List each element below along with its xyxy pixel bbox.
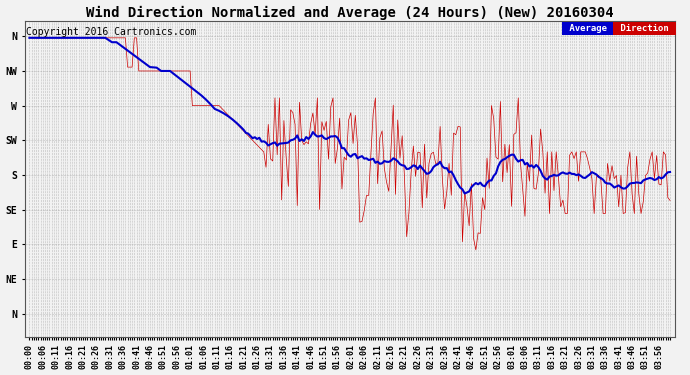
Text: Average: Average <box>564 24 613 33</box>
Text: Copyright 2016 Cartronics.com: Copyright 2016 Cartronics.com <box>26 27 196 37</box>
Text: Direction: Direction <box>615 24 674 33</box>
Title: Wind Direction Normalized and Average (24 Hours) (New) 20160304: Wind Direction Normalized and Average (2… <box>86 6 613 20</box>
